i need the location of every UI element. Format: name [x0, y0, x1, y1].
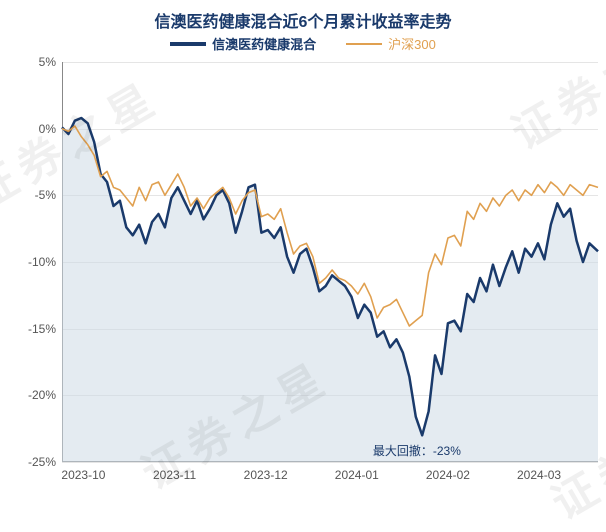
x-tick-label: 2024-01 — [335, 462, 379, 482]
y-tick-label: -20% — [28, 388, 62, 402]
y-tick-label: -10% — [28, 255, 62, 269]
legend-swatch-benchmark — [346, 43, 382, 45]
x-tick-label: 2024-02 — [426, 462, 470, 482]
y-tick-label: -5% — [35, 188, 62, 202]
legend-label-benchmark: 沪深300 — [388, 34, 436, 53]
chart-title: 信澳医药健康混合近6个月累计收益率走势 — [0, 8, 606, 32]
legend-label-fund: 信澳医药健康混合 — [212, 34, 316, 53]
y-tick-label: 0% — [39, 122, 62, 136]
x-tick-label: 2023-12 — [244, 462, 288, 482]
legend-item-fund: 信澳医药健康混合 — [170, 34, 316, 53]
fund-area — [62, 118, 598, 462]
chart-legend: 信澳医药健康混合 沪深300 — [0, 34, 606, 53]
x-tick-label: 2024-03 — [517, 462, 561, 482]
legend-swatch-fund — [170, 42, 206, 46]
x-tick-label: 2023-10 — [61, 462, 105, 482]
chart-container: 信澳医药健康混合近6个月累计收益率走势 信澳医药健康混合 沪深300 5%0%-… — [0, 0, 606, 500]
max-drawdown-label: 最大回撤：-23% — [373, 442, 461, 459]
y-tick-label: -25% — [28, 455, 62, 469]
y-tick-label: -15% — [28, 322, 62, 336]
legend-item-benchmark: 沪深300 — [346, 34, 436, 53]
series-svg — [62, 62, 598, 462]
x-tick-label: 2023-11 — [153, 462, 196, 482]
plot-area: 5%0%-5%-10%-15%-20%-25%2023-102023-11202… — [62, 62, 598, 462]
y-tick-label: 5% — [39, 55, 62, 69]
